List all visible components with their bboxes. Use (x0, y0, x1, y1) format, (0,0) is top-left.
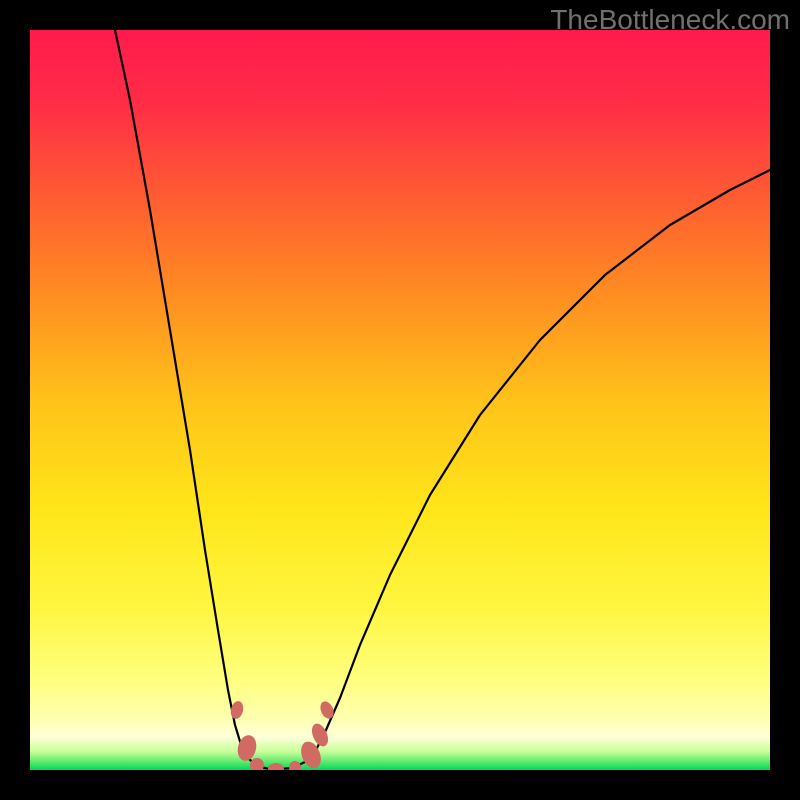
curve-marker (268, 763, 284, 775)
chart-root: TheBottleneck.com (0, 0, 800, 800)
heat-gradient (30, 30, 770, 770)
watermark-text: TheBottleneck.com (550, 4, 790, 36)
bottleneck-chart (0, 0, 800, 800)
curve-marker (250, 758, 264, 772)
curve-marker (289, 761, 301, 773)
